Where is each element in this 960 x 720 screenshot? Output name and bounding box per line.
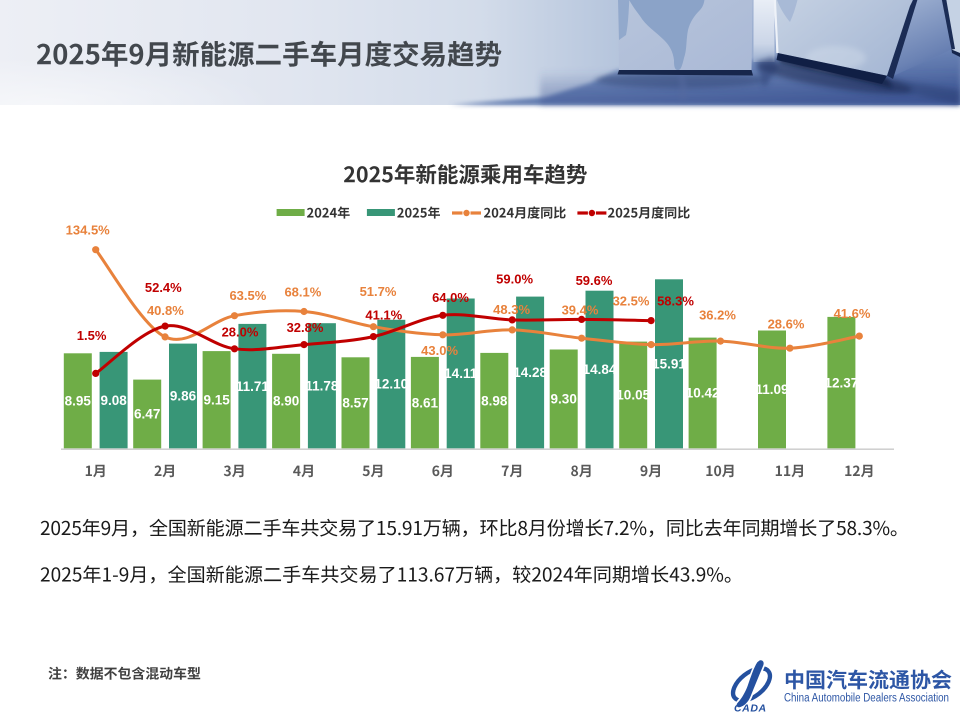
svg-text:14.28: 14.28 [513, 365, 547, 380]
svg-text:10.42: 10.42 [686, 386, 720, 401]
svg-text:134.5%: 134.5% [66, 223, 111, 238]
svg-text:51.7%: 51.7% [360, 284, 397, 299]
svg-text:28.6%: 28.6% [768, 316, 805, 331]
svg-text:59.0%: 59.0% [496, 271, 533, 286]
svg-text:32.8%: 32.8% [287, 320, 324, 335]
svg-text:11.78: 11.78 [305, 378, 339, 393]
svg-text:32.5%: 32.5% [613, 294, 650, 309]
svg-text:8.98: 8.98 [481, 393, 508, 408]
svg-text:9.08: 9.08 [100, 393, 127, 408]
svg-text:64.0%: 64.0% [432, 290, 469, 305]
svg-text:36.2%: 36.2% [699, 308, 736, 323]
svg-text:58.3%: 58.3% [657, 294, 694, 309]
svg-text:68.1%: 68.1% [284, 284, 321, 299]
svg-text:41.1%: 41.1% [365, 307, 402, 322]
svg-text:28.0%: 28.0% [222, 325, 259, 340]
svg-text:63.5%: 63.5% [229, 288, 266, 303]
svg-text:15.91: 15.91 [652, 357, 686, 372]
svg-text:11.71: 11.71 [236, 379, 270, 394]
svg-text:8.90: 8.90 [273, 394, 299, 409]
svg-text:40.8%: 40.8% [147, 303, 184, 318]
svg-text:9.15: 9.15 [203, 392, 230, 407]
svg-text:59.6%: 59.6% [576, 273, 613, 288]
svg-text:9.30: 9.30 [551, 392, 577, 407]
svg-text:14.11: 14.11 [444, 366, 478, 381]
svg-text:8.57: 8.57 [342, 396, 368, 411]
svg-text:43.0%: 43.0% [421, 343, 458, 358]
svg-text:6.47: 6.47 [134, 407, 160, 422]
svg-text:8.95: 8.95 [65, 394, 92, 409]
svg-text:China Automobile Dealers Assoc: China Automobile Dealers Association [784, 693, 949, 705]
svg-text:52.4%: 52.4% [145, 280, 182, 295]
svg-text:41.6%: 41.6% [834, 306, 871, 321]
svg-text:39.4%: 39.4% [562, 303, 599, 318]
svg-text:12.37: 12.37 [825, 375, 859, 390]
svg-text:1.5%: 1.5% [77, 328, 107, 343]
svg-text:11.09: 11.09 [755, 382, 788, 397]
svg-text:CADA: CADA [734, 703, 767, 715]
svg-text:8.61: 8.61 [412, 395, 439, 410]
svg-text:9.86: 9.86 [170, 389, 197, 404]
svg-text:14.84: 14.84 [583, 362, 617, 377]
svg-text:12.10: 12.10 [374, 377, 408, 392]
svg-text:10.05: 10.05 [616, 388, 650, 403]
svg-text:48.3%: 48.3% [493, 302, 530, 317]
